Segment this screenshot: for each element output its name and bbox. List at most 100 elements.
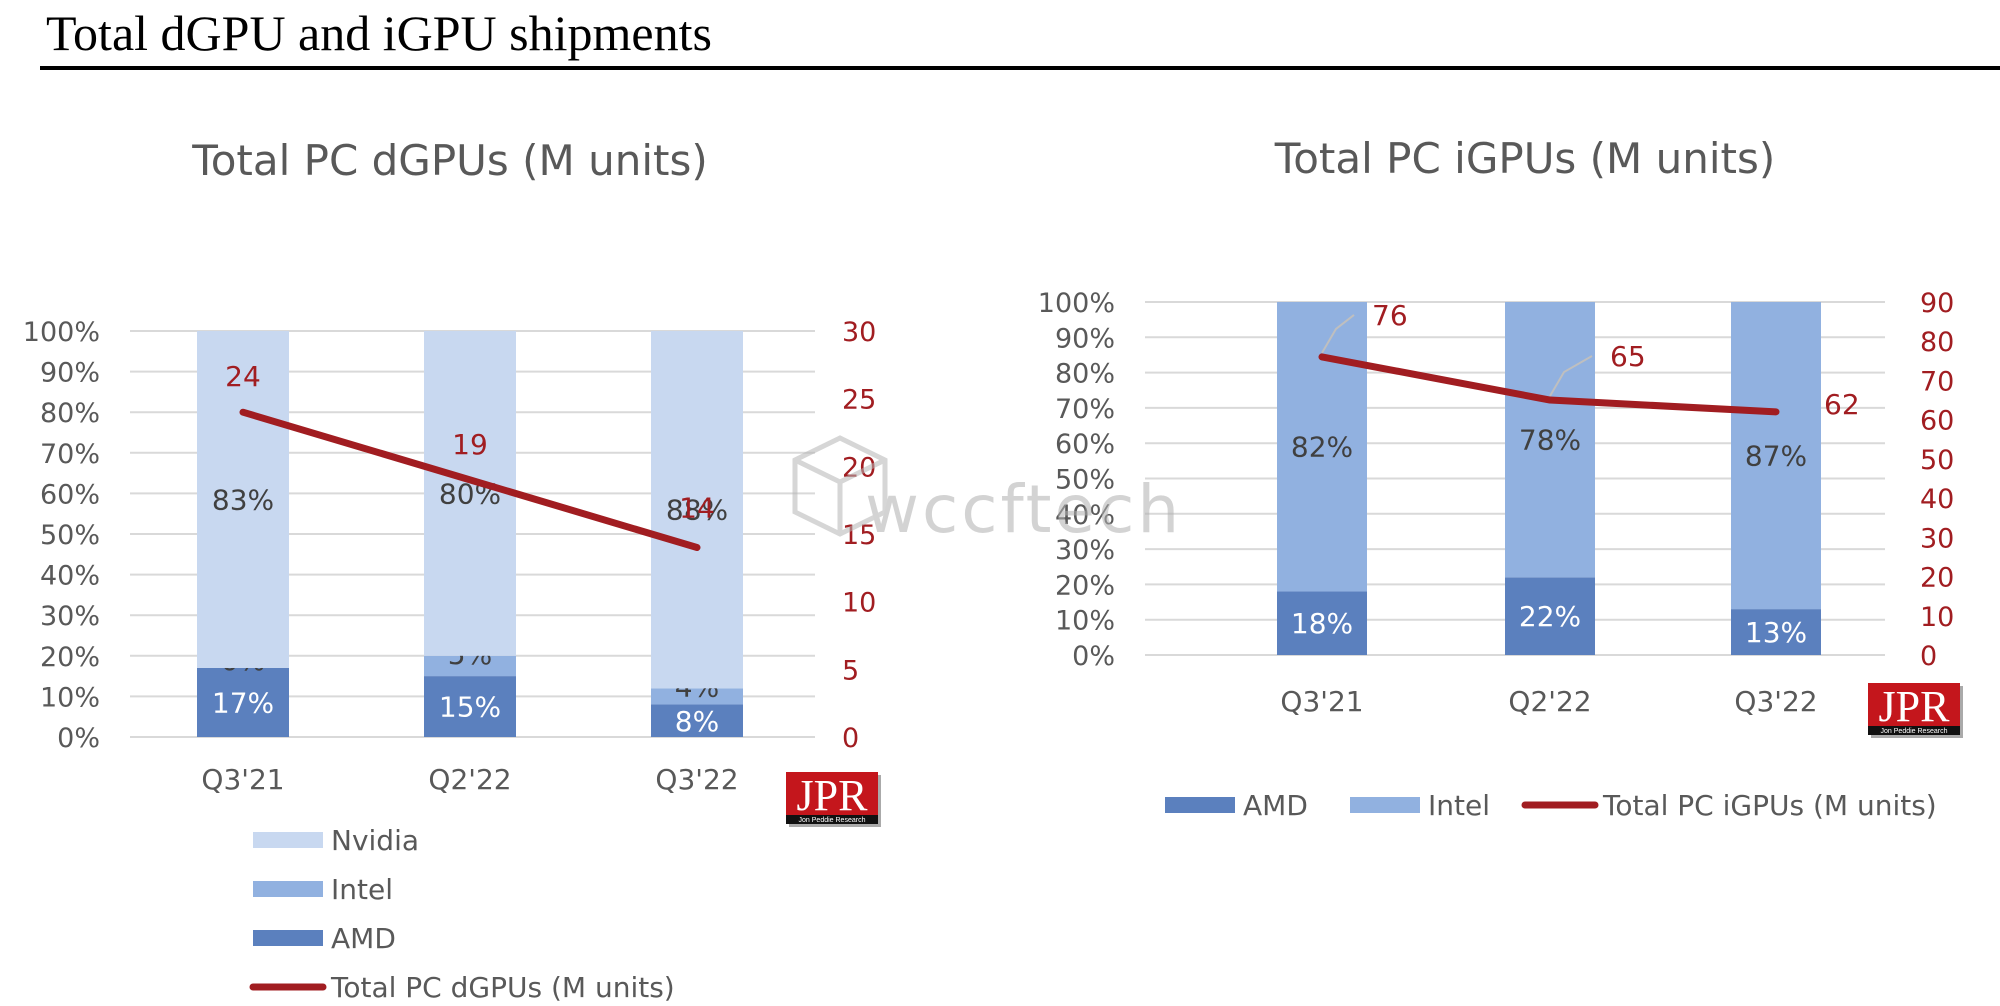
bar-amd bbox=[197, 667, 289, 737]
title-rule bbox=[40, 66, 2000, 70]
y2-tick-label: 10 bbox=[842, 588, 876, 619]
jpr-logo-band bbox=[1868, 726, 1960, 735]
legend-swatch-nvidia bbox=[253, 832, 323, 848]
y2-tick-label: 30 bbox=[842, 317, 876, 348]
line-data-label: 76 bbox=[1372, 299, 1408, 332]
y-tick-label: 0% bbox=[57, 723, 100, 754]
category-label: Q3'21 bbox=[1280, 685, 1363, 718]
jpr-logo-subtext: Jon Peddie Research bbox=[1881, 728, 1948, 735]
y-tick-label: 60% bbox=[1055, 429, 1115, 460]
bar-nvidia bbox=[197, 331, 289, 668]
y2-tick-label: 10 bbox=[1920, 602, 1954, 633]
y-tick-label: 50% bbox=[1055, 465, 1115, 496]
legend-label: Nvidia bbox=[331, 824, 419, 857]
chart-title: Total PC dGPUs (M units) bbox=[191, 136, 708, 185]
y-tick-label: 0% bbox=[1072, 641, 1115, 672]
legend-label: AMD bbox=[331, 922, 396, 955]
category-label: Q2'22 bbox=[1508, 685, 1591, 718]
bar-data-label: 22% bbox=[1519, 600, 1581, 633]
y-tick-label: 70% bbox=[1055, 394, 1115, 425]
bar-data-label: 82% bbox=[1291, 431, 1353, 464]
bar-amd bbox=[1277, 591, 1367, 655]
y2-tick-label: 50 bbox=[1920, 445, 1954, 476]
bar-data-label: 17% bbox=[212, 686, 274, 719]
bar-nvidia bbox=[424, 331, 516, 656]
y2-tick-label: 80 bbox=[1920, 327, 1954, 358]
category-label: Q3'22 bbox=[655, 763, 738, 796]
y-tick-label: 40% bbox=[40, 561, 100, 592]
page-title: Total dGPU and iGPU shipments bbox=[46, 5, 712, 61]
legend-label: AMD bbox=[1243, 789, 1308, 822]
label-callout bbox=[1321, 314, 1355, 354]
bar-data-label: 78% bbox=[1519, 424, 1581, 457]
bar-amd bbox=[651, 704, 743, 737]
line-point bbox=[241, 410, 245, 414]
y-tick-label: 20% bbox=[1055, 570, 1115, 601]
y2-tick-label: 0 bbox=[1920, 641, 1937, 672]
bar-amd bbox=[1731, 609, 1821, 655]
line-point bbox=[1320, 355, 1324, 359]
y-tick-label: 30% bbox=[1055, 535, 1115, 566]
chart-2: Total PC iGPUs (M units) 0% 10% 20% 30% 40% 50… bbox=[1038, 134, 1963, 822]
jpr-logo-subtext: Jon Peddie Research bbox=[799, 817, 866, 824]
y2-tick-label: 30 bbox=[1920, 523, 1954, 554]
legend-label: Total PC iGPUs (M units) bbox=[1602, 789, 1937, 822]
y-tick-label: 50% bbox=[40, 520, 100, 551]
line-data-label: 24 bbox=[225, 360, 261, 393]
legend-swatch-amd bbox=[253, 930, 323, 946]
wccftech-watermark: wccftech bbox=[792, 435, 1182, 548]
jpr-logo-text: JPR bbox=[1879, 682, 1951, 731]
legend-label: Intel bbox=[331, 873, 393, 906]
watermark-text: wccftech bbox=[865, 471, 1182, 548]
y-tick-label: 40% bbox=[1055, 500, 1115, 531]
y-tick-label: 60% bbox=[40, 479, 100, 510]
y-tick-label: 80% bbox=[40, 398, 100, 429]
legend-label: Intel bbox=[1428, 789, 1490, 822]
legend-swatch-intel bbox=[253, 881, 323, 897]
y2-tick-label: 70 bbox=[1920, 366, 1954, 397]
line-point bbox=[468, 478, 472, 482]
bar-data-label: 87% bbox=[1745, 440, 1807, 473]
legend-swatch-intel bbox=[1350, 797, 1420, 813]
jpr-logo-band bbox=[786, 815, 878, 824]
chart-1: Total PC dGPUs (M units) 0% 10% 20% 30% 40% 50… bbox=[23, 136, 881, 1004]
bar-data-label: 8% bbox=[675, 705, 719, 738]
y-tick-label: 70% bbox=[40, 439, 100, 470]
y-tick-label: 100% bbox=[1038, 288, 1115, 319]
jpr-logo-text: JPR bbox=[797, 771, 869, 820]
line-data-label: 65 bbox=[1610, 340, 1646, 373]
y-tick-label: 100% bbox=[23, 317, 100, 348]
y-tick-label: 90% bbox=[1055, 323, 1115, 354]
bar-nvidia bbox=[651, 331, 743, 689]
category-label: Q2'22 bbox=[428, 763, 511, 796]
legend-label: Total PC dGPUs (M units) bbox=[330, 971, 675, 1004]
bar-amd bbox=[1505, 577, 1595, 655]
y-tick-label: 10% bbox=[1055, 606, 1115, 637]
bar-intel bbox=[651, 688, 743, 705]
bar-intel bbox=[1505, 302, 1595, 578]
bar-data-label: 13% bbox=[1745, 616, 1807, 649]
bar-amd bbox=[424, 676, 516, 737]
y-tick-label: 30% bbox=[40, 601, 100, 632]
bar-intel bbox=[1731, 302, 1821, 610]
chart-title: Total PC iGPUs (M units) bbox=[1274, 134, 1776, 183]
line-data-label: 19 bbox=[452, 428, 488, 461]
y2-tick-label: 40 bbox=[1920, 484, 1954, 515]
bar-intel bbox=[1277, 302, 1367, 592]
y2-tick-label: 5 bbox=[842, 655, 859, 686]
bar-data-label: 15% bbox=[439, 691, 501, 724]
bar-data-label: 83% bbox=[212, 483, 274, 516]
y-tick-label: 20% bbox=[40, 642, 100, 673]
bar-intel bbox=[424, 655, 516, 677]
bar-data-label: 88% bbox=[666, 494, 728, 527]
y2-tick-label: 90 bbox=[1920, 288, 1954, 319]
y2-tick-label: 20 bbox=[1920, 563, 1954, 594]
line-data-label: 14 bbox=[679, 492, 715, 525]
line-data-label: 62 bbox=[1824, 388, 1860, 421]
line-point bbox=[695, 546, 699, 550]
y-tick-label: 10% bbox=[40, 682, 100, 713]
category-label: Q3'22 bbox=[1734, 685, 1817, 718]
